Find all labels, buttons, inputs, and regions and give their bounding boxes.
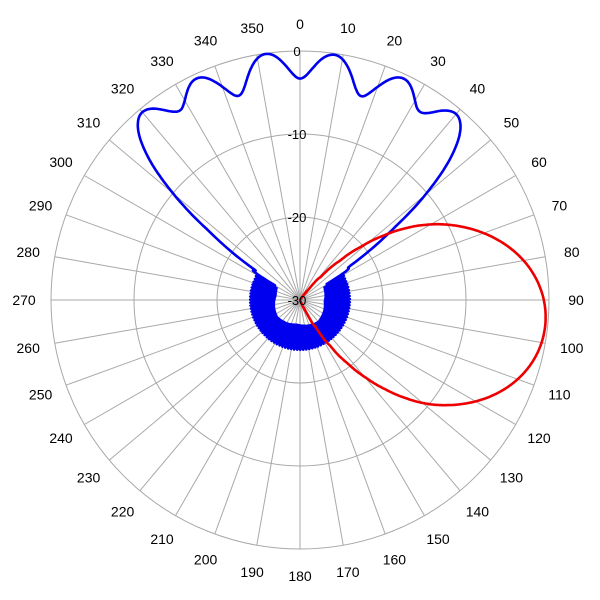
angle-tick-label: 290 <box>29 198 53 214</box>
angle-tick-label: 140 <box>466 503 490 519</box>
angle-tick-label: 300 <box>49 154 73 170</box>
spoke-320 <box>139 108 301 301</box>
angle-labels: 0 10 20 30 40 50 60 70 80 90 100 110 120 130 140 150 160… <box>12 16 584 584</box>
angle-tick-label: 250 <box>29 386 53 402</box>
angle-tick-label: 210 <box>150 531 174 547</box>
ring--10 <box>133 133 467 467</box>
angle-tick-label: 150 <box>426 531 450 547</box>
spoke-20 <box>299 65 386 301</box>
spoke-330 <box>175 84 301 301</box>
angle-tick-label: 330 <box>150 53 174 69</box>
angle-tick-label: 80 <box>564 244 580 260</box>
angle-tick-label: 130 <box>500 469 524 485</box>
radial-tick-label: 0 <box>293 44 300 59</box>
radial-tick-label: -30 <box>288 293 307 308</box>
angle-tick-label: 260 <box>17 340 41 356</box>
spoke-350 <box>256 54 301 301</box>
angle-tick-label: 190 <box>240 564 264 580</box>
radial-labels: 0 -10 -20 -30 <box>288 44 307 308</box>
angle-tick-label: 50 <box>504 115 520 131</box>
angle-tick-label: 110 <box>548 386 571 402</box>
ring-0 <box>50 50 550 550</box>
spoke-40 <box>299 108 461 301</box>
angle-tick-label: 100 <box>560 340 584 356</box>
series-trace-1 <box>136 52 462 352</box>
angle-tick-label: 10 <box>340 20 356 36</box>
series-trace-2 <box>298 222 547 407</box>
spoke-340 <box>214 65 301 301</box>
spoke-50 <box>299 139 492 301</box>
angle-tick-label: 200 <box>194 551 218 567</box>
angle-tick-label: 280 <box>17 244 41 260</box>
trace-layer <box>136 52 547 407</box>
angle-tick-label: 220 <box>111 503 135 519</box>
angle-tick-label: 60 <box>531 154 547 170</box>
ring--20 <box>216 216 384 384</box>
angle-tick-label: 40 <box>470 81 486 97</box>
angle-tick-label: 230 <box>77 469 101 485</box>
angle-tick-label: 340 <box>194 33 218 49</box>
angle-tick-label: 310 <box>77 115 101 131</box>
angle-tick-label: 30 <box>430 53 446 69</box>
angle-tick-label: 160 <box>383 551 407 567</box>
angle-tick-label: 70 <box>552 198 568 214</box>
angle-tick-label: 120 <box>527 430 551 446</box>
spoke-30 <box>299 84 425 301</box>
angle-tick-label: 90 <box>568 292 584 308</box>
angle-tick-label: 180 <box>288 568 312 584</box>
spoke-310 <box>108 139 301 301</box>
angle-tick-label: 320 <box>111 81 135 97</box>
spoke-10 <box>299 54 344 301</box>
angle-tick-label: 20 <box>387 33 403 49</box>
angle-tick-label: 270 <box>12 292 36 308</box>
angle-tick-label: 170 <box>336 564 360 580</box>
angle-tick-label: 0 <box>296 16 304 32</box>
angle-tick-label: 350 <box>240 20 264 36</box>
radial-tick-label: -10 <box>288 127 307 142</box>
radial-tick-label: -20 <box>288 210 307 225</box>
angle-tick-label: 240 <box>49 430 73 446</box>
